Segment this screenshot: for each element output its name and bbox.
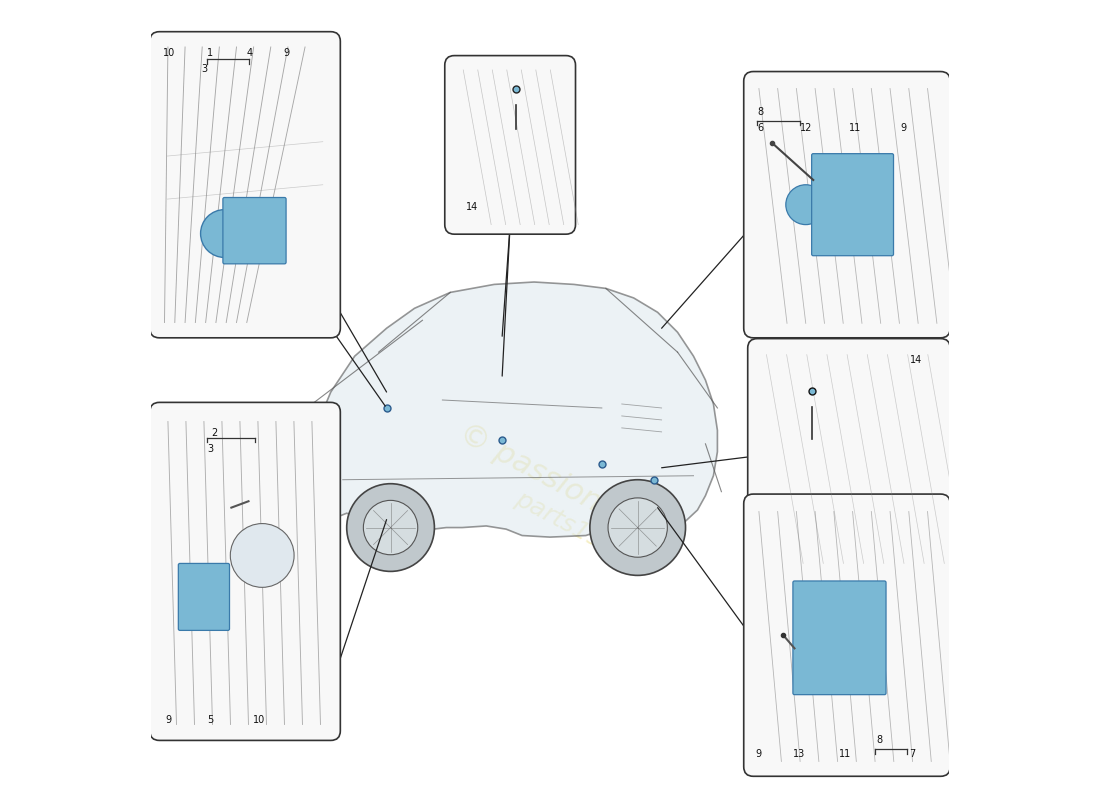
FancyBboxPatch shape [812, 154, 893, 256]
Text: 2: 2 [211, 428, 218, 438]
FancyBboxPatch shape [748, 338, 950, 573]
Text: 10: 10 [163, 48, 176, 58]
FancyBboxPatch shape [150, 32, 340, 338]
Circle shape [200, 210, 249, 258]
Text: 11: 11 [839, 749, 851, 759]
FancyBboxPatch shape [744, 494, 950, 776]
Text: 11: 11 [849, 122, 861, 133]
Text: 6: 6 [757, 122, 763, 133]
Circle shape [363, 500, 418, 554]
Text: 9: 9 [901, 122, 906, 133]
Text: © passion: © passion [454, 418, 606, 518]
Text: 9: 9 [166, 715, 172, 725]
Text: 13: 13 [793, 749, 805, 759]
FancyBboxPatch shape [444, 56, 575, 234]
Circle shape [190, 576, 224, 611]
FancyBboxPatch shape [223, 198, 286, 264]
Text: 8: 8 [757, 106, 763, 117]
Text: 5: 5 [207, 715, 213, 725]
FancyBboxPatch shape [793, 581, 886, 694]
Text: 8: 8 [877, 735, 883, 745]
FancyBboxPatch shape [178, 563, 230, 630]
Circle shape [785, 185, 826, 225]
Text: 14: 14 [466, 202, 478, 212]
Text: 9: 9 [756, 749, 762, 759]
Text: 9: 9 [283, 48, 289, 58]
FancyBboxPatch shape [744, 71, 950, 338]
FancyBboxPatch shape [150, 402, 340, 741]
Text: 3: 3 [207, 444, 213, 454]
Text: 10: 10 [253, 715, 266, 725]
Text: 7: 7 [909, 749, 915, 759]
Text: 12: 12 [800, 122, 812, 133]
Circle shape [346, 484, 434, 571]
Text: parts198: parts198 [510, 486, 622, 561]
Text: 3: 3 [201, 63, 207, 74]
Circle shape [590, 480, 685, 575]
Circle shape [230, 523, 294, 587]
Polygon shape [299, 282, 717, 537]
Text: 4: 4 [248, 48, 253, 58]
Circle shape [608, 498, 668, 558]
Text: 14: 14 [911, 354, 923, 365]
Text: 1: 1 [207, 48, 213, 58]
